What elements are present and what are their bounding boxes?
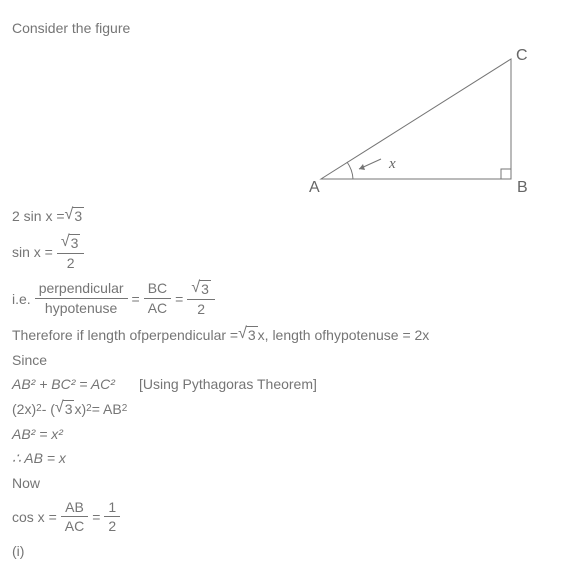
since: Since [12, 352, 556, 368]
intro-text: Consider the figure [12, 20, 556, 36]
right-angle-marker [501, 169, 511, 179]
triangle-figure: x A B C [301, 44, 536, 199]
therefore-line: Therefore if length of perpendicular = √… [12, 326, 556, 344]
marker: (i) [12, 543, 556, 559]
vertex-a: A [309, 179, 320, 196]
angle-arc [347, 162, 353, 179]
vertex-c: C [516, 47, 528, 64]
equation-7: ∴ AB = x [12, 450, 556, 467]
equation-2: sin x = √3 2 [12, 233, 556, 272]
equation-6: AB² = x² [12, 426, 556, 442]
figure-container: x A B C [12, 44, 556, 199]
eq8-frac1: AB AC [61, 499, 88, 536]
eq1-lhs: 2 sin x = [12, 208, 65, 224]
eq3-bc-ac: BC AC [144, 280, 171, 317]
now: Now [12, 475, 556, 491]
equation-1: 2 sin x = √3 [12, 207, 556, 225]
eq1-sqrt: √3 [65, 207, 85, 225]
equation-3: i.e. perpendicular hypotenuse = BC AC = … [12, 279, 556, 318]
eq2-frac: √3 2 [57, 233, 85, 272]
eq2-lhs: sin x = [12, 244, 53, 260]
eq3-ie: i.e. [12, 291, 31, 307]
eq8-frac2: 1 2 [104, 499, 120, 536]
equation-8: cos x = AB AC = 1 2 [12, 499, 556, 536]
intro: Consider the figure [12, 20, 130, 36]
equation-4: AB² + BC² = AC² [Using Pythagoras Theore… [12, 376, 556, 392]
vertex-b: B [517, 179, 528, 196]
eq3-val: √3 2 [187, 279, 215, 318]
eq3-word-frac: perpendicular hypotenuse [35, 280, 128, 317]
triangle [321, 59, 511, 179]
equation-5: (2x)2 - ( √3 x)2 = AB2 [12, 400, 556, 418]
angle-label: x [388, 156, 396, 172]
